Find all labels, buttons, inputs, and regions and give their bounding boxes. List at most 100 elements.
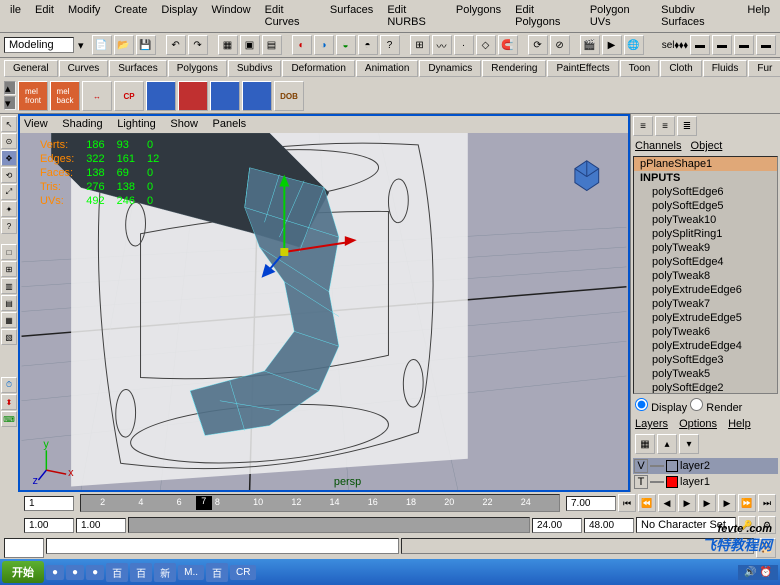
range-end-inner[interactable]: 24.00 <box>532 518 582 533</box>
task-item[interactable]: M.. <box>178 565 204 580</box>
node-item[interactable]: polyExtrudeEdge4 <box>634 339 777 353</box>
menu-create[interactable]: Create <box>108 2 153 30</box>
layer-row[interactable]: V layer2 <box>633 458 778 474</box>
menu-surfaces[interactable]: Surfaces <box>324 2 379 30</box>
cmd-lang[interactable] <box>4 538 44 558</box>
cmdline-toggle-icon[interactable]: ⌨ <box>1 411 17 427</box>
layer-up-icon[interactable]: ▴ <box>657 434 677 454</box>
layout-single-icon[interactable]: □ <box>1 244 17 260</box>
time-slider[interactable]: 2 4 6 7 8 10 12 14 16 18 20 22 24 <box>80 494 560 512</box>
shelf-arrow-down-icon[interactable]: ▾ <box>4 96 16 110</box>
file-new-icon[interactable]: 📄 <box>92 35 112 55</box>
history-off-icon[interactable]: ⊘ <box>550 35 570 55</box>
panel-4-icon[interactable]: ▬ <box>756 35 776 55</box>
shelf-cube1-icon[interactable] <box>146 81 176 111</box>
node-item[interactable]: polySoftEdge6 <box>634 185 777 199</box>
menu-modify[interactable]: Modify <box>62 2 106 30</box>
tab-object[interactable]: Object <box>691 140 723 152</box>
range-start-outer[interactable]: 1.00 <box>24 518 74 533</box>
layout-2v-icon[interactable]: ▥ <box>1 278 17 294</box>
vp-menu-show[interactable]: Show <box>170 118 198 130</box>
node-item[interactable]: polySoftEdge2 <box>634 381 777 394</box>
node-item[interactable]: polyTweak8 <box>634 269 777 283</box>
render-radio[interactable] <box>690 398 703 411</box>
shelf-tab-dynamics[interactable]: Dynamics <box>419 60 481 77</box>
layout-4-icon[interactable]: ▧ <box>1 329 17 345</box>
node-item[interactable]: polyExtrudeEdge6 <box>634 283 777 297</box>
shelf-arrow-up-icon[interactable]: ▴ <box>4 81 16 95</box>
layout-2h-icon[interactable]: ▤ <box>1 295 17 311</box>
quick-launch-icon[interactable]: ● <box>86 565 104 580</box>
step-back-button[interactable]: ⏪ <box>638 494 656 512</box>
ipr-icon[interactable]: ▶ <box>602 35 622 55</box>
menu-file[interactable]: ile <box>4 2 27 30</box>
shelf-tab-fluids[interactable]: Fluids <box>703 60 748 77</box>
panel-3-icon[interactable]: ▬ <box>734 35 754 55</box>
vp-menu-view[interactable]: View <box>24 118 48 130</box>
shelf-tab-polygons[interactable]: Polygons <box>168 60 227 77</box>
range-toggle-icon[interactable]: ⬍ <box>1 394 17 410</box>
vp-menu-panels[interactable]: Panels <box>213 118 247 130</box>
select-tool-icon[interactable]: ↖ <box>1 116 17 132</box>
menu-edit[interactable]: Edit <box>29 2 60 30</box>
scale-tool-icon[interactable]: ⤢ <box>1 184 17 200</box>
task-item[interactable]: 百 <box>130 563 152 582</box>
sel-comp-icon[interactable]: ▤ <box>262 35 282 55</box>
task-item[interactable]: CR <box>230 565 256 580</box>
range-start-inner[interactable]: 1.00 <box>76 518 126 533</box>
layer-swatch[interactable] <box>666 476 678 488</box>
system-tray[interactable]: 🔊 ⏰ <box>738 565 778 580</box>
current-frame[interactable]: 7 <box>196 496 212 510</box>
shelf-tab-toon[interactable]: Toon <box>620 60 660 77</box>
tab-channels[interactable]: Channels <box>635 140 681 152</box>
next-frame-button[interactable]: ▶ <box>718 494 736 512</box>
node-item[interactable]: polyTweak9 <box>634 241 777 255</box>
shelf-tab-fur[interactable]: Fur <box>748 60 780 77</box>
layers-menu[interactable]: Layers <box>635 418 668 430</box>
time-current[interactable]: 7.00 <box>566 496 616 511</box>
layer-row[interactable]: T layer1 <box>633 474 778 490</box>
timeline-toggle-icon[interactable]: ⏱ <box>1 377 17 393</box>
node-list[interactable]: pPlaneShape1 INPUTS polySoftEdge6 polySo… <box>633 156 778 394</box>
shelf-tab-rendering[interactable]: Rendering <box>482 60 546 77</box>
render-globals-icon[interactable]: 🌐 <box>624 35 644 55</box>
node-header[interactable]: pPlaneShape1 <box>634 157 777 171</box>
shelf-tab-deformation[interactable]: Deformation <box>282 60 354 77</box>
menu-editnurbs[interactable]: Edit NURBS <box>381 2 448 30</box>
history-icon[interactable]: ⟳ <box>528 35 548 55</box>
shelf-tab-general[interactable]: General <box>4 60 58 77</box>
move-tool-icon[interactable]: ✥ <box>1 150 17 166</box>
layer-down-icon[interactable]: ▾ <box>679 434 699 454</box>
shelf-tab-surfaces[interactable]: Surfaces <box>109 60 166 77</box>
layer-new-icon[interactable]: ▦ <box>635 434 655 454</box>
vp-menu-lighting[interactable]: Lighting <box>117 118 156 130</box>
shelf-melfront-icon[interactable]: mel front <box>18 81 48 111</box>
snap-grid-icon[interactable]: ⊞ <box>410 35 430 55</box>
node-item[interactable]: polyTweak10 <box>634 213 777 227</box>
channel-icon-1[interactable]: ≡ <box>633 116 653 136</box>
node-item[interactable]: polyExtrudeEdge5 <box>634 311 777 325</box>
node-item[interactable]: polySoftEdge5 <box>634 199 777 213</box>
shelf-cube3-icon[interactable] <box>210 81 240 111</box>
snap-live-icon[interactable]: 🧲 <box>498 35 518 55</box>
manip-tool-icon[interactable]: ✦ <box>1 201 17 217</box>
menu-polyuvs[interactable]: Polygon UVs <box>584 2 653 30</box>
redo-icon[interactable]: ↷ <box>188 35 208 55</box>
channel-icon-2[interactable]: ≡ <box>655 116 675 136</box>
file-save-icon[interactable]: 💾 <box>136 35 156 55</box>
node-item[interactable]: polySplitRing1 <box>634 227 777 241</box>
start-button[interactable]: 开始 <box>2 561 44 583</box>
vp-menu-shading[interactable]: Shading <box>62 118 102 130</box>
shelf-dob-icon[interactable]: DOB <box>274 81 304 111</box>
node-item[interactable]: polySoftEdge4 <box>634 255 777 269</box>
prev-frame-button[interactable]: ◀ <box>658 494 676 512</box>
mask-2-icon[interactable]: ◑ <box>314 35 334 55</box>
sel-hier-icon[interactable]: ▦ <box>218 35 238 55</box>
quick-launch-icon[interactable]: ● <box>46 565 64 580</box>
shelf-tab-painteffects[interactable]: PaintEffects <box>547 60 618 77</box>
mask-3-icon[interactable]: ◒ <box>336 35 356 55</box>
menu-help[interactable]: Help <box>741 2 776 30</box>
shelf-cube2-icon[interactable] <box>178 81 208 111</box>
time-start[interactable]: 1 <box>24 496 74 511</box>
menu-window[interactable]: Window <box>206 2 257 30</box>
